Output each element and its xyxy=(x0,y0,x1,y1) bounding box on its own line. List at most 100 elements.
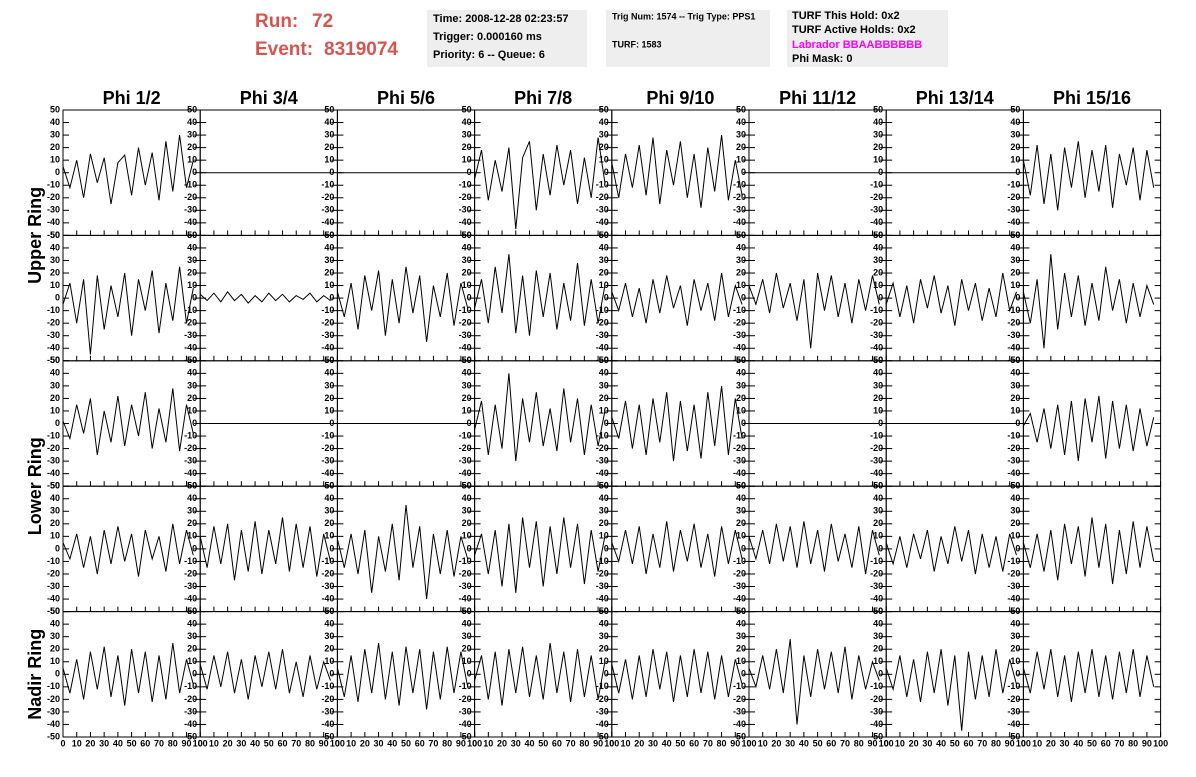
y-tick-label: -10 xyxy=(1007,180,1020,190)
panel: -50 -40 -30 -20 -10 0 10 20 30 40 50 xyxy=(733,481,887,616)
y-tick-label: -10 xyxy=(870,681,883,691)
y-tick-label: 30 xyxy=(1010,129,1020,139)
y-tick-label: -10 xyxy=(184,305,197,315)
y-tick-label: 50 xyxy=(873,230,883,240)
y-tick-label: -20 xyxy=(184,192,197,202)
waveform xyxy=(611,272,743,326)
x-tick-label: 90 xyxy=(867,738,877,748)
y-tick-label: 30 xyxy=(462,129,472,139)
y-tick-label: 0 xyxy=(467,292,472,302)
panel-frame xyxy=(336,611,476,738)
panel-frame xyxy=(748,234,887,362)
y-tick-label: 10 xyxy=(187,155,197,165)
y-tick-label: 0 xyxy=(192,167,197,177)
y-tick-label: -30 xyxy=(733,581,746,591)
x-tick-label: 70 xyxy=(840,738,850,748)
y-tick-label: 40 xyxy=(736,619,746,629)
y-tick-label: 10 xyxy=(1010,531,1020,541)
panel-frame xyxy=(885,234,1024,362)
y-tick-label: -30 xyxy=(321,330,334,340)
y-tick-label: 10 xyxy=(324,280,334,290)
y-tick-label: 20 xyxy=(187,644,197,654)
panel-frame xyxy=(199,611,338,738)
y-tick-label: 50 xyxy=(187,355,197,365)
x-tick-label: 90 xyxy=(730,738,740,748)
y-tick-label: -20 xyxy=(1007,694,1020,704)
y-tick-label: -30 xyxy=(1007,581,1020,591)
y-tick-label: -50 xyxy=(733,355,746,365)
y-tick-label: -10 xyxy=(596,180,609,190)
y-tick-label: -50 xyxy=(459,230,472,240)
y-tick-label: 20 xyxy=(873,393,883,403)
x-tick-label: 80 xyxy=(168,738,178,748)
x-tick-label: 0 xyxy=(884,738,889,748)
x-tick-label: 50 xyxy=(675,738,685,748)
panel-frame xyxy=(62,109,201,236)
y-tick-label: 10 xyxy=(462,531,472,541)
y-tick-label: -10 xyxy=(184,180,197,190)
y-tick-label: -30 xyxy=(1007,330,1020,340)
x-tick-label: 70 xyxy=(428,738,438,748)
y-tick-label: -40 xyxy=(733,468,746,478)
y-tick-label: -50 xyxy=(459,355,472,365)
x-tick-label: 70 xyxy=(703,738,713,748)
x-tick-label: 0 xyxy=(609,738,614,748)
y-tick-label: 40 xyxy=(599,242,609,252)
y-tick-label: -10 xyxy=(321,556,334,566)
y-tick-label: 40 xyxy=(187,619,197,629)
y-tick-label: 40 xyxy=(873,493,883,503)
panel-frame xyxy=(474,360,613,487)
panel: -50 -40 -30 -20 -10 0 10 20 30 40 50 xyxy=(184,104,338,240)
y-tick-label: -50 xyxy=(870,731,883,741)
waveform xyxy=(336,504,469,600)
y-tick-label: -40 xyxy=(1007,593,1020,603)
y-tick-label: 0 xyxy=(329,167,334,177)
waveform xyxy=(336,642,469,710)
y-tick-label: 40 xyxy=(736,368,746,378)
x-tick-label: 50 xyxy=(401,738,411,748)
y-tick-label: 40 xyxy=(324,242,334,252)
y-tick-label: -30 xyxy=(184,205,197,215)
trigger: Trigger: 0.000160 ms xyxy=(433,31,542,43)
panel-frame xyxy=(336,234,476,362)
y-tick-label: 20 xyxy=(50,142,60,152)
y-tick-label: -20 xyxy=(870,318,883,328)
y-tick-label: 30 xyxy=(324,129,334,139)
y-tick-label: -20 xyxy=(870,694,883,704)
panel: -50 -40 -30 -20 -10 0 10 20 30 40 50 xyxy=(596,355,750,491)
x-tick-label: 0 xyxy=(60,738,65,748)
y-tick-label: 30 xyxy=(599,129,609,139)
panel-frame xyxy=(62,485,201,613)
y-tick-label: -10 xyxy=(870,180,883,190)
y-tick-label: 30 xyxy=(599,380,609,390)
y-tick-label: 0 xyxy=(1015,167,1020,177)
panel-frame xyxy=(611,611,750,738)
y-tick-label: 10 xyxy=(736,405,746,415)
y-tick-label: 10 xyxy=(187,280,197,290)
y-tick-label: -50 xyxy=(596,355,609,365)
y-tick-label: 40 xyxy=(324,493,334,503)
y-tick-label: 30 xyxy=(50,631,60,641)
y-tick-label: 30 xyxy=(462,255,472,265)
y-tick-label: 20 xyxy=(599,267,609,277)
y-tick-label: -10 xyxy=(459,180,472,190)
y-tick-label: 40 xyxy=(1010,117,1020,127)
y-tick-label: -50 xyxy=(1007,230,1020,240)
y-tick-label: 50 xyxy=(50,481,60,491)
y-tick-label: 0 xyxy=(467,669,472,679)
y-tick-label: -30 xyxy=(733,706,746,716)
y-tick-label: 10 xyxy=(599,656,609,666)
x-tick-label: 100 xyxy=(330,738,345,748)
y-tick-label: -10 xyxy=(596,305,609,315)
y-tick-label: -50 xyxy=(870,481,883,491)
y-tick-label: 40 xyxy=(873,117,883,127)
y-tick-label: -20 xyxy=(321,318,334,328)
y-tick-label: 40 xyxy=(462,368,472,378)
x-tick-label: 100 xyxy=(1016,738,1031,748)
y-tick-label: -50 xyxy=(321,355,334,365)
y-tick-label: 40 xyxy=(324,619,334,629)
y-tick-label: -10 xyxy=(459,430,472,440)
y-tick-label: -30 xyxy=(321,581,334,591)
x-tick-label: 30 xyxy=(1060,738,1070,748)
